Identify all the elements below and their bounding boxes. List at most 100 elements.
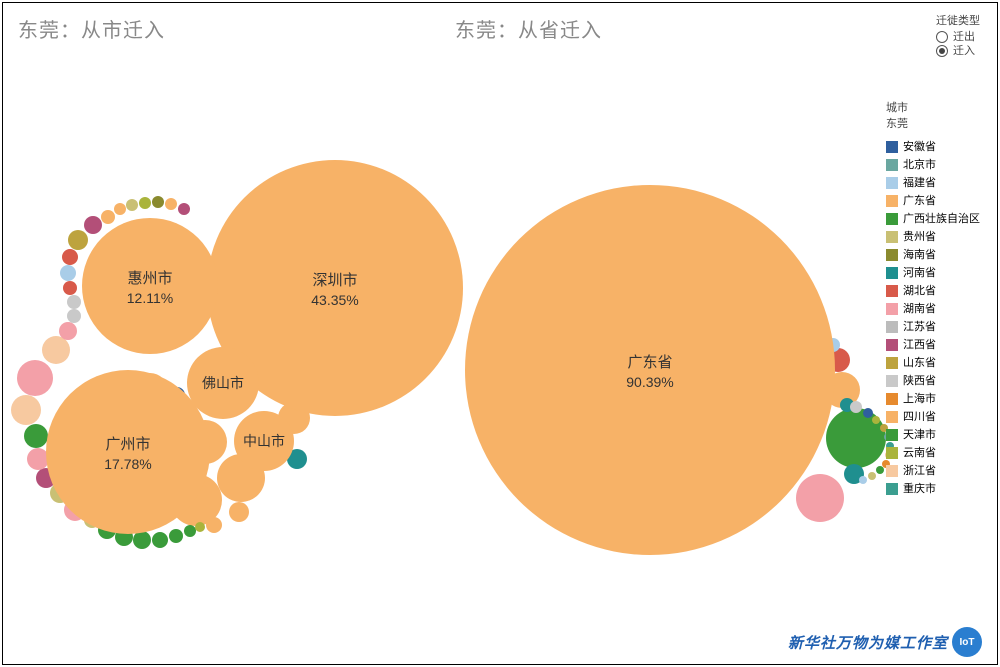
legend-label: 重庆市: [903, 480, 936, 498]
bubble-label: 深圳市: [312, 269, 357, 290]
bubble: [68, 230, 88, 250]
legend-item[interactable]: 河南省: [886, 264, 980, 282]
bubble-charts: 深圳市 43.35% 广州市 17.78% 惠州市12.11% 佛山市中山市 广东省 90.3…: [0, 0, 1000, 667]
bubble: [126, 199, 138, 211]
bubble: [229, 502, 249, 522]
color-legend-subtitle: 东莞: [886, 116, 980, 132]
bubble: [152, 532, 168, 548]
legend-item[interactable]: 天津市: [886, 426, 980, 444]
bubble: [876, 466, 884, 474]
bubble-label: 中山市: [243, 431, 285, 451]
radio-icon: [936, 45, 948, 57]
legend-item[interactable]: 陕西省: [886, 372, 980, 390]
bubble: [152, 196, 164, 208]
legend-swatch-icon: [886, 483, 898, 495]
legend-swatch-icon: [886, 429, 898, 441]
legend-swatch-icon: [886, 213, 898, 225]
legend-swatch-icon: [886, 267, 898, 279]
bubble: [872, 416, 880, 424]
bubble-labeled: 惠州市12.11%: [82, 218, 218, 354]
bubble: [206, 517, 222, 533]
bubble-label: 广州市: [105, 433, 150, 454]
legend-swatch-icon: [886, 177, 898, 189]
legend-swatch-icon: [886, 357, 898, 369]
bubble: [11, 395, 41, 425]
legend-item[interactable]: 上海市: [886, 390, 980, 408]
migration-type-option[interactable]: 迁入: [936, 44, 980, 58]
legend-label: 天津市: [903, 426, 936, 444]
radio-icon: [936, 31, 948, 43]
migration-type-label: 迁出: [953, 30, 975, 44]
legend-swatch-icon: [886, 249, 898, 261]
legend-item[interactable]: 安徽省: [886, 138, 980, 156]
bubble: [195, 522, 205, 532]
legend-item[interactable]: 广东省: [886, 192, 980, 210]
migration-type-legend: 迁徙类型 迁出迁入: [936, 12, 980, 58]
legend-label: 四川省: [903, 408, 936, 426]
legend-item[interactable]: 江苏省: [886, 318, 980, 336]
legend-swatch-icon: [886, 231, 898, 243]
bubble-label: 惠州市: [127, 267, 172, 288]
legend-item[interactable]: 江西省: [886, 336, 980, 354]
legend-item[interactable]: 贵州省: [886, 228, 980, 246]
bubble-percent: 17.78%: [104, 456, 151, 472]
legend-item[interactable]: 山东省: [886, 354, 980, 372]
legend-label: 陕西省: [903, 372, 936, 390]
footer: 新华社万物为媒工作室 IoT: [788, 629, 980, 655]
legend-swatch-icon: [886, 141, 898, 153]
bubble: [42, 336, 70, 364]
bubble: [62, 249, 78, 265]
legend-swatch-icon: [886, 411, 898, 423]
bubble: [169, 529, 183, 543]
legend-label: 安徽省: [903, 138, 936, 156]
bubble-labeled: 广州市 17.78%: [46, 370, 210, 534]
legend-label: 上海市: [903, 390, 936, 408]
bubble: [24, 424, 48, 448]
legend-item[interactable]: 湖南省: [886, 300, 980, 318]
bubble-labeled: 佛山市: [187, 347, 259, 419]
legend-item[interactable]: 海南省: [886, 246, 980, 264]
bubble: [139, 197, 151, 209]
legend-item[interactable]: 四川省: [886, 408, 980, 426]
bubble-percent: 43.35%: [311, 292, 358, 308]
legend-item[interactable]: 湖北省: [886, 282, 980, 300]
legend-label: 广西壮族自治区: [903, 210, 980, 228]
legend-label: 江苏省: [903, 318, 936, 336]
migration-type-option[interactable]: 迁出: [936, 30, 980, 44]
bubble: [859, 476, 867, 484]
legend-item[interactable]: 重庆市: [886, 480, 980, 498]
legend-label: 江西省: [903, 336, 936, 354]
legend-swatch-icon: [886, 159, 898, 171]
legend-item[interactable]: 广西壮族自治区: [886, 210, 980, 228]
iot-badge-icon: IoT: [954, 629, 980, 655]
color-legend-title: 城市: [886, 100, 980, 116]
bubble: [17, 360, 53, 396]
bubble: [850, 401, 862, 413]
legend-label: 河南省: [903, 264, 936, 282]
legend-item[interactable]: 云南省: [886, 444, 980, 462]
bubble: [67, 309, 81, 323]
legend-item[interactable]: 北京市: [886, 156, 980, 174]
bubble-label: 广东省: [627, 351, 672, 372]
legend-item[interactable]: 福建省: [886, 174, 980, 192]
legend-swatch-icon: [886, 303, 898, 315]
bubble: [63, 281, 77, 295]
legend-swatch-icon: [886, 285, 898, 297]
bubble: [59, 322, 77, 340]
bubble-percent: 90.39%: [626, 374, 673, 390]
bubble-labeled: 广东省 90.39%: [465, 185, 835, 555]
bubble: [863, 408, 873, 418]
footer-text: 新华社万物为媒工作室: [788, 632, 948, 653]
legend-swatch-icon: [886, 447, 898, 459]
bubble-label: 佛山市: [202, 373, 244, 393]
bubble: [67, 295, 81, 309]
legend-label: 广东省: [903, 192, 936, 210]
bubble: [114, 203, 126, 215]
legend-swatch-icon: [886, 195, 898, 207]
bubble: [84, 216, 102, 234]
legend-item[interactable]: 浙江省: [886, 462, 980, 480]
bubble: [60, 265, 76, 281]
migration-type-label: 迁入: [953, 44, 975, 58]
legend-label: 浙江省: [903, 462, 936, 480]
bubble: [133, 531, 151, 549]
